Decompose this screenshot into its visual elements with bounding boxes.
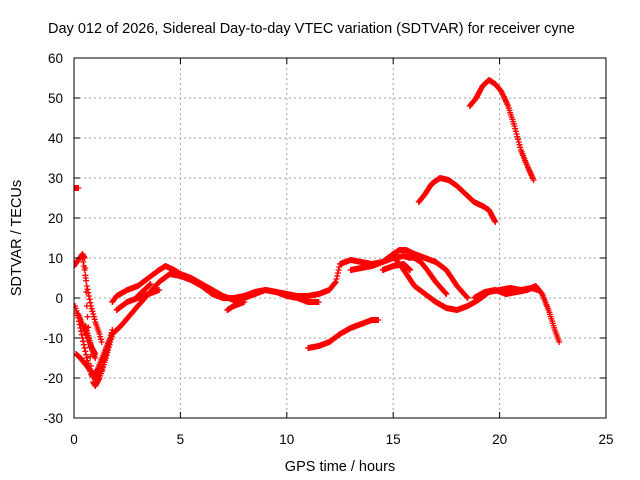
series-arc-h	[109, 263, 322, 305]
y-tick-label: -30	[43, 411, 63, 426]
data-point-markers	[109, 263, 322, 305]
data-point-markers	[134, 281, 154, 299]
x-tick-label: 15	[386, 432, 401, 447]
series-arc-c	[74, 335, 114, 377]
series-arc-d	[79, 255, 105, 345]
data-point-markers	[224, 299, 248, 313]
series-arc-k	[224, 299, 248, 313]
data-point-markers	[74, 335, 114, 377]
data-layer	[74, 77, 563, 389]
chart-title: Day 012 of 2026, Sidereal Day-to-day VTE…	[48, 21, 575, 37]
data-point-markers	[466, 77, 537, 183]
series-arc-i	[113, 287, 163, 313]
y-tick-label: -20	[43, 371, 63, 386]
ticks: 0 5 10 15 20 25 -30 -20 -10 0 10 20 30 40 50 60	[43, 51, 613, 447]
data-point-markers	[74, 251, 116, 389]
x-tick-label: 25	[598, 432, 613, 447]
data-point-markers	[74, 185, 82, 191]
series-arc-a	[74, 251, 116, 389]
data-point-markers	[82, 323, 99, 361]
plot-frame	[73, 57, 607, 419]
data-point-markers	[79, 255, 105, 345]
series-arc-r	[471, 283, 563, 345]
y-tick-label: 10	[48, 251, 63, 266]
y-tick-label: 20	[48, 211, 63, 226]
x-tick-label: 5	[177, 432, 185, 447]
y-axis-label: SDTVAR / TECUs	[9, 180, 25, 296]
data-point-markers	[471, 283, 563, 345]
series-arc-n	[347, 247, 471, 301]
grid	[74, 58, 606, 418]
x-tick-label: 10	[279, 432, 294, 447]
y-tick-label: -10	[43, 331, 63, 346]
series-arc-l	[305, 317, 382, 351]
data-point-markers	[347, 247, 471, 301]
y-tick-label: 40	[48, 131, 63, 146]
x-tick-label: 20	[492, 432, 507, 447]
y-tick-label: 0	[55, 291, 63, 306]
data-point-markers	[400, 253, 450, 297]
y-tick-label: 30	[48, 171, 63, 186]
data-point-markers	[390, 253, 541, 313]
series-arc-q	[400, 253, 450, 297]
series-arc-27	[74, 185, 82, 191]
y-tick-label: 50	[48, 91, 63, 106]
y-tick-label: 60	[48, 51, 63, 66]
series-arc-j	[134, 281, 154, 299]
x-axis-label: GPS time / hours	[285, 459, 395, 475]
series-arc-f	[82, 323, 99, 361]
series-arc-s	[415, 175, 499, 225]
data-point-markers	[415, 175, 499, 225]
series-arc-p	[390, 253, 541, 313]
data-point-markers	[113, 287, 163, 313]
data-point-markers	[305, 317, 382, 351]
series-arc-t	[466, 77, 537, 183]
x-tick-label: 0	[70, 432, 78, 447]
series-container	[74, 77, 563, 389]
